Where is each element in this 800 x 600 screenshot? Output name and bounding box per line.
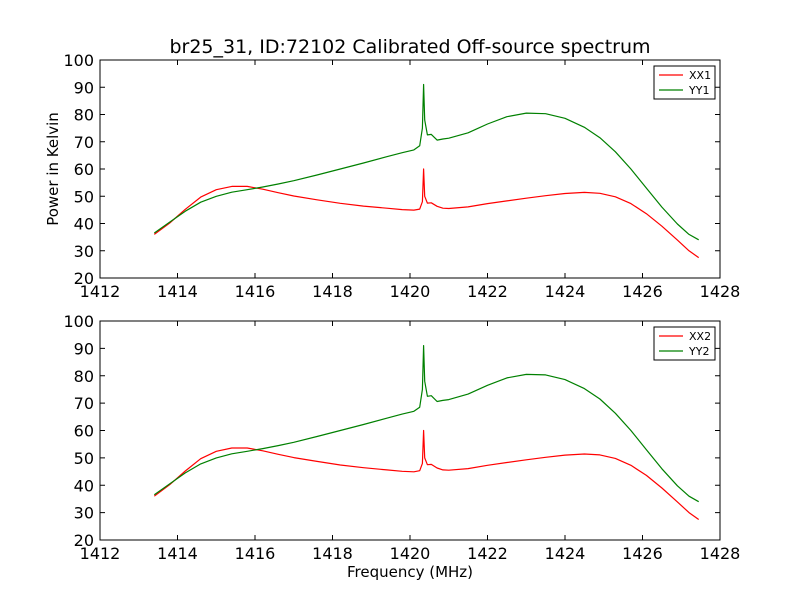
y-tick-label: 100 (63, 312, 94, 331)
x-tick-label: 1420 (390, 544, 431, 563)
x-tick-label: 1412 (80, 282, 121, 301)
y-axis-label: Power in Kelvin (44, 112, 62, 226)
x-tick-label: 1412 (80, 544, 121, 563)
x-tick-label: 1414 (157, 544, 198, 563)
legend-box (653, 65, 716, 100)
x-tick-label: 1416 (235, 282, 276, 301)
y-tick-label: 40 (74, 476, 94, 495)
y-tick-label: 40 (74, 215, 94, 234)
series-line-xx2 (153, 429, 700, 520)
x-tick-label: 1424 (545, 282, 586, 301)
series-line-yy2 (153, 345, 699, 503)
x-tick-label: 1424 (545, 544, 586, 563)
x-axis-label: Frequency (MHz) (347, 563, 473, 581)
plot-frame (99, 59, 721, 279)
y-tick-label: 60 (74, 160, 94, 179)
y-tick-label: 60 (74, 422, 94, 441)
y-tick-label: 90 (74, 339, 94, 358)
legend-label-xx2: XX2 (689, 330, 711, 343)
series-line-xx1 (153, 168, 700, 259)
y-tick-label: 20 (74, 269, 94, 288)
x-tick-label: 1426 (622, 544, 663, 563)
plot-panel-2: 1412 1414 1416 1418 1420 1422 1424 1426 1428 20 30… (63, 312, 740, 563)
y-tick-label: 50 (74, 187, 94, 206)
x-tick-label: 1422 (467, 544, 508, 563)
y-tick-label: 50 (74, 449, 94, 468)
y-tick-label: 80 (74, 106, 94, 125)
x-tick-label: 1420 (390, 282, 431, 301)
chart-title: br25_31, ID:72102 Calibrated Off-source … (169, 36, 650, 58)
legend-label-yy2: YY2 (688, 345, 709, 358)
x-tick-label: 1414 (157, 282, 198, 301)
y-tick-label: 100 (63, 51, 94, 70)
series-line-yy1 (153, 83, 699, 241)
y-tick-label: 30 (74, 242, 94, 261)
x-tick-label: 1428 (700, 544, 741, 563)
x-tick-label: 1422 (467, 282, 508, 301)
y-tick-label: 70 (74, 133, 94, 152)
y-tick-label: 90 (74, 78, 94, 97)
legend-label-yy1: YY1 (688, 84, 709, 97)
legend-box (653, 326, 716, 361)
y-tick-label: 30 (74, 504, 94, 523)
y-tick-label: 70 (74, 394, 94, 413)
y-tick-label: 80 (74, 367, 94, 386)
x-tick-label: 1416 (235, 544, 276, 563)
x-tick-label: 1418 (312, 282, 353, 301)
x-tick-label: 1418 (312, 544, 353, 563)
legend-label-xx1: XX1 (689, 69, 711, 82)
x-tick-label: 1426 (622, 282, 663, 301)
plot-frame (99, 320, 721, 541)
plot-panel-1: 1412 1414 1416 1418 1420 1422 1424 1426 1428 20 30… (63, 51, 740, 301)
x-tick-label: 1428 (700, 282, 741, 301)
y-tick-label: 20 (74, 531, 94, 550)
